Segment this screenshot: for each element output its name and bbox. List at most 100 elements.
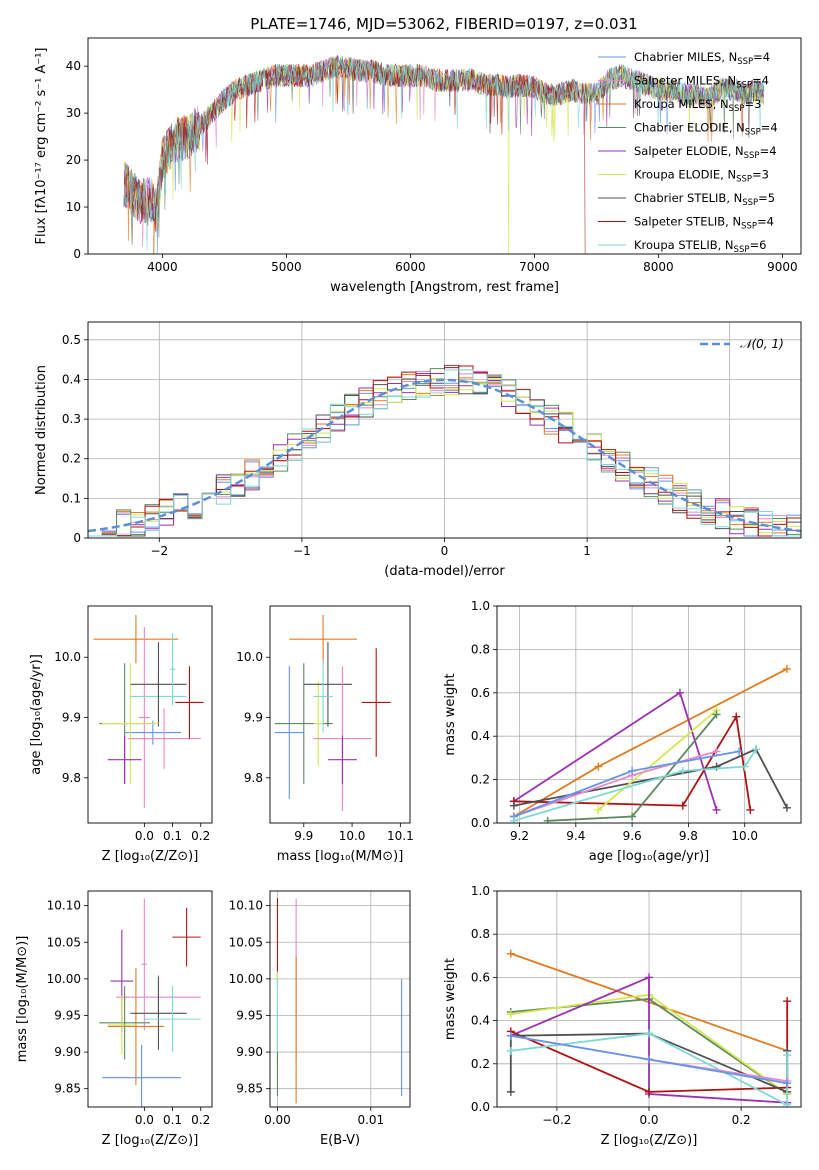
weight-line-salp_stelib xyxy=(510,1001,789,1093)
y-tick-label: 10.0 xyxy=(236,650,263,664)
legend-val: =4 xyxy=(757,215,774,229)
legend-entry-chab_stelib: Chabrier STELIB, NSSP=5 xyxy=(634,191,775,208)
weight-marker-salp_miles xyxy=(712,747,721,756)
x-tick-label: 10.1 xyxy=(387,829,414,843)
plot-area xyxy=(274,615,391,811)
y-tick-label: 10 xyxy=(66,200,81,214)
weight-marker-salp_elodie xyxy=(645,973,653,982)
y-tick-label: 0.1 xyxy=(62,491,81,505)
y-tick-label: 10.00 xyxy=(47,972,81,986)
y-tick-label: 9.85 xyxy=(54,1082,81,1096)
weight-marker-salp_elodie xyxy=(712,805,721,814)
legend-sub: SSP xyxy=(734,245,750,255)
histogram-chab_stelib xyxy=(88,364,801,537)
x-tick-label: 0.0 xyxy=(135,829,154,843)
weight-marker-chab_miles xyxy=(735,747,744,756)
weight-marker-salp_stelib xyxy=(746,805,755,814)
y-tick-label: 10.00 xyxy=(229,972,263,986)
y-tick-label: 0.4 xyxy=(471,729,490,743)
legend-sub: SSP xyxy=(744,151,760,161)
y-axis-label: mass [log₁₀(M/M⊙)] xyxy=(15,936,30,1063)
axes-frame xyxy=(87,37,802,255)
y-tick-label: 0.2 xyxy=(471,773,490,787)
legend-val: =4 xyxy=(761,121,778,135)
y-tick-label: 10.0 xyxy=(54,650,81,664)
weight-marker-krou_stelib xyxy=(783,1051,792,1060)
y-tick-label: 0.2 xyxy=(471,1057,490,1071)
weight-marker-krou_elodie xyxy=(506,1010,515,1019)
y-tick-label: 20 xyxy=(66,153,81,167)
weight-marker-salp_stelib xyxy=(732,712,741,721)
legend-val: =6 xyxy=(749,238,766,252)
weight-marker-krou_stelib xyxy=(783,1100,792,1107)
y-tick-label: 9.95 xyxy=(236,1008,263,1022)
y-tick-label: 1.0 xyxy=(471,599,490,613)
legend-sub: SSP xyxy=(737,57,753,67)
weight-marker-chab_stelib xyxy=(509,801,518,810)
x-axis-label: (data-model)/error xyxy=(384,564,505,579)
legend-entry-chab_elodie: Chabrier ELODIE, NSSP=4 xyxy=(634,121,778,138)
weight-marker-salp_stelib xyxy=(645,1087,653,1096)
weight-marker-krou_stelib xyxy=(509,816,518,823)
panel-weights-vs-z: −0.2 0.0 0.2 0.0 0.2 0.4 0.6 0.8 1.0 Z [log₁₀(Z/Z… xyxy=(443,884,802,1148)
plot-area xyxy=(276,898,403,1104)
panel-ebv-vs-mass: 0.00 0.01 9.85 9.90 9.95 10.00 10.05 10.10 E(B-V… xyxy=(229,890,411,1148)
y-tick-label: 10.10 xyxy=(47,899,81,913)
legend-entry-salp_miles: Salpeter MILES, NSSP=4 xyxy=(634,74,769,91)
weight-marker-salp_stelib xyxy=(783,997,792,1006)
weight-marker-krou_miles xyxy=(594,762,603,771)
legend-entry-krou_elodie: Kroupa ELODIE, NSSP=3 xyxy=(634,168,769,185)
y-tick-label: 40 xyxy=(66,59,81,73)
weight-line-krou_elodie xyxy=(597,709,718,811)
x-tick-label: 4000 xyxy=(147,260,178,274)
y-tick-label: 0.0 xyxy=(471,1100,490,1114)
panel-residuals: 𝒩(0, 1) −2 −1 0 1 2 0 0.1 0.2 0.3 0.4 0.5 (data-mode… xyxy=(34,321,802,579)
y-tick-label: 0.5 xyxy=(62,333,81,347)
weight-marker-krou_stelib xyxy=(740,762,749,771)
x-axis-label: age [log₁₀(age/yr)] xyxy=(589,849,710,864)
legend-entry-chab_miles: Chabrier MILES, NSSP=4 xyxy=(634,50,770,67)
legend-sub: SSP xyxy=(741,222,757,232)
x-tick-label: 9.2 xyxy=(510,829,529,843)
plot-area xyxy=(88,364,801,537)
x-tick-label: −0.2 xyxy=(542,1113,571,1127)
y-tick-label: 0.6 xyxy=(471,686,490,700)
legend-val: =4 xyxy=(753,50,770,64)
weight-marker-krou_stelib xyxy=(645,1029,653,1038)
panel-spectrum: Chabrier MILES, NSSP=4 Salpeter MILES, NS… xyxy=(34,37,802,295)
x-tick-label: 0.0 xyxy=(639,1113,658,1127)
y-tick-label: 1.0 xyxy=(471,884,490,898)
y-tick-label: 0.4 xyxy=(471,1014,490,1028)
weight-marker-krou_stelib xyxy=(506,1046,515,1055)
x-tick-label: 1 xyxy=(583,544,591,558)
y-tick-label: 0.8 xyxy=(471,927,490,941)
legend-val: =4 xyxy=(760,144,777,158)
weight-marker-chab_stelib xyxy=(782,803,791,812)
plot-area xyxy=(509,664,791,823)
x-tick-label: 8000 xyxy=(643,260,674,274)
x-tick-label: 7000 xyxy=(519,260,550,274)
panel-mass-vs-age: 9.9 10.0 10.1 9.8 9.9 10.0 mass [log₁₀(M/M⊙)] xyxy=(236,605,414,864)
x-tick-label: 6000 xyxy=(395,260,426,274)
panel-z-vs-mass: 0.0 0.1 0.2 9.85 9.90 9.95 10.00 10.05 10.10 Z [l… xyxy=(15,890,213,1148)
y-tick-label: 9.9 xyxy=(244,711,263,725)
y-tick-label: 9.90 xyxy=(54,1045,81,1059)
weight-marker-chab_miles xyxy=(628,766,637,775)
x-tick-label: 9.6 xyxy=(623,829,642,843)
y-tick-label: 0.6 xyxy=(471,970,490,984)
x-axis-label: Z [log₁₀(Z/Z⊙)] xyxy=(102,1133,199,1148)
y-tick-label: 30 xyxy=(66,106,81,120)
y-tick-label: 9.8 xyxy=(62,771,81,785)
x-axis-label: Z [log₁₀(Z/Z⊙)] xyxy=(102,849,199,864)
x-tick-label: 5000 xyxy=(271,260,302,274)
legend-val: =5 xyxy=(758,191,775,205)
weight-line-salp_stelib xyxy=(513,714,752,811)
axes-frame xyxy=(269,605,411,824)
weight-line-chab_stelib xyxy=(513,748,788,809)
legend-sub: SSP xyxy=(742,198,758,208)
weight-marker-salp_elodie xyxy=(675,688,684,697)
legend-entry-krou_stelib: Kroupa STELIB, NSSP=6 xyxy=(634,238,766,255)
x-tick-label: 0.00 xyxy=(264,1113,291,1127)
x-tick-label: 0 xyxy=(441,544,449,558)
